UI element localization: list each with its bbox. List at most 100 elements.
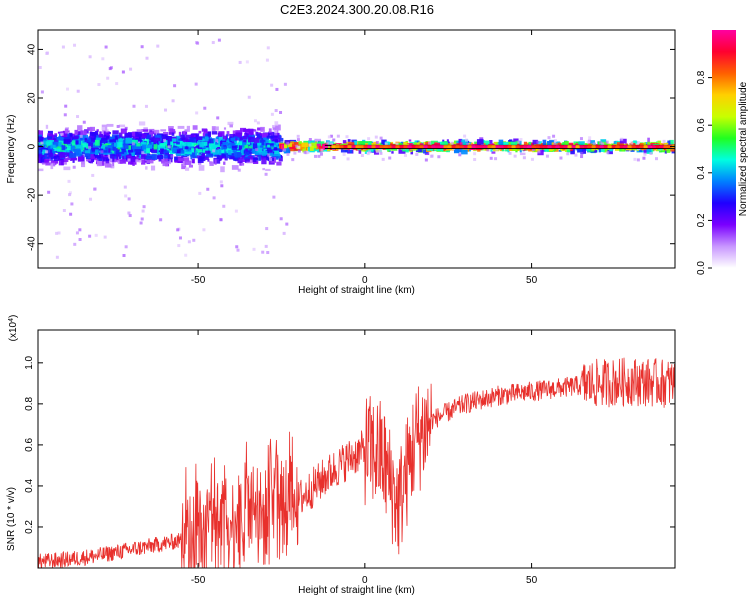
heatmap-cell xyxy=(171,99,175,103)
snr-x-tick-label: 50 xyxy=(526,575,538,586)
heatmap-cell xyxy=(554,148,557,152)
heatmap-cell xyxy=(643,145,648,149)
heatmap-cell xyxy=(270,135,278,142)
heatmap-cell xyxy=(257,127,262,131)
heatmap-cell xyxy=(66,130,70,133)
heatmap-cell xyxy=(89,197,93,201)
heatmap-cell xyxy=(345,135,349,139)
heatmap-cell xyxy=(77,125,83,131)
heatmap-cell xyxy=(342,140,347,144)
heatmap-cell xyxy=(106,76,110,80)
heatmap-cell xyxy=(216,136,224,142)
heatmap-cell xyxy=(106,131,111,135)
heatmap-cell xyxy=(178,131,182,137)
heatmap-cell xyxy=(261,156,268,160)
heatmap-cell xyxy=(274,109,278,113)
heatmap-cell xyxy=(667,145,672,149)
heatmap-cell xyxy=(342,152,346,156)
heatmap-cell xyxy=(95,149,99,155)
heatmap-cell xyxy=(82,143,89,148)
heatmap-cell xyxy=(162,160,169,167)
heatmap-cell xyxy=(122,143,129,150)
heatmap-cell xyxy=(145,155,153,159)
heatmap-cell xyxy=(456,140,461,144)
heatmap-cell xyxy=(319,145,325,152)
heatmap-cell xyxy=(131,131,138,137)
heatmap-x-axis-label: Height of straight line (km) xyxy=(298,285,415,296)
heatmap-cell xyxy=(63,147,69,153)
heatmap-cell xyxy=(647,145,652,149)
heatmap-cell xyxy=(141,159,146,165)
heatmap-cell xyxy=(274,147,278,151)
heatmap-cell xyxy=(431,145,436,149)
heatmap-cell xyxy=(257,147,263,153)
heatmap-cell xyxy=(202,145,207,149)
heatmap-cell xyxy=(154,134,162,141)
heatmap-cell xyxy=(474,141,478,145)
heatmap-cell xyxy=(84,149,91,154)
heatmap-cell xyxy=(633,157,637,161)
heatmap-cell xyxy=(128,151,134,155)
heatmap-cell xyxy=(428,141,436,145)
heatmap-cell xyxy=(103,235,107,239)
heatmap-cell xyxy=(76,115,80,119)
heatmap-cell xyxy=(135,136,142,142)
heatmap-cell xyxy=(329,134,333,138)
heatmap-cell xyxy=(55,255,59,259)
heatmap-cell xyxy=(259,139,265,146)
heatmap-cell xyxy=(282,148,286,152)
heatmap-cell xyxy=(87,149,94,155)
heatmap-cell xyxy=(79,149,84,152)
heatmap-cell xyxy=(229,133,236,140)
heatmap-cell xyxy=(579,145,584,149)
heatmap-cell xyxy=(212,144,218,148)
heatmap-cell xyxy=(145,166,148,170)
heatmap-y-tick-label: 40 xyxy=(27,43,38,55)
heatmap-cell xyxy=(231,165,239,170)
heatmap-x-tick-label: 0 xyxy=(362,275,368,286)
heatmap-cell xyxy=(275,139,279,143)
heatmap-cell xyxy=(260,126,265,132)
snr-x-tick-label: 0 xyxy=(362,575,368,586)
heatmap-cell xyxy=(48,134,54,137)
heatmap-cell xyxy=(160,143,166,147)
heatmap-cell xyxy=(283,144,290,149)
heatmap-cell xyxy=(236,248,240,252)
heatmap-cell xyxy=(491,145,496,149)
heatmap-cell xyxy=(266,251,270,255)
heatmap-cell xyxy=(220,184,224,188)
heatmap-cell xyxy=(255,148,259,152)
heatmap-cell xyxy=(103,131,109,136)
heatmap-cell xyxy=(517,140,521,144)
heatmap-cell xyxy=(664,149,668,154)
heatmap-cell xyxy=(112,146,117,151)
heatmap-cell xyxy=(506,141,513,145)
heatmap-cell xyxy=(456,147,462,153)
heatmap-y-tick-label: -20 xyxy=(27,187,38,202)
heatmap-cell xyxy=(107,144,114,150)
heatmap-cell xyxy=(82,120,86,124)
heatmap-cell xyxy=(275,144,280,149)
heatmap-cell xyxy=(174,149,181,154)
heatmap-cell xyxy=(140,217,144,221)
heatmap-cell xyxy=(531,145,536,149)
heatmap-cell xyxy=(486,148,490,152)
heatmap-cell xyxy=(75,140,79,145)
heatmap-cell xyxy=(265,168,271,172)
heatmap-cell xyxy=(140,141,147,146)
heatmap-cell xyxy=(643,142,646,146)
heatmap-cell xyxy=(335,145,340,149)
heatmap-cell xyxy=(224,140,230,144)
heatmap-cell xyxy=(219,180,223,184)
heatmap-cell xyxy=(215,139,219,143)
heatmap-cell xyxy=(379,145,384,149)
heatmap-cell xyxy=(296,134,300,138)
heatmap-cell xyxy=(43,156,50,159)
heatmap-cell xyxy=(267,144,270,151)
heatmap-cell xyxy=(272,124,277,129)
heatmap-cell xyxy=(563,145,568,149)
heatmap-cell xyxy=(169,128,174,133)
heatmap-cell xyxy=(243,128,251,133)
heatmap-cell xyxy=(168,131,172,135)
heatmap-cell xyxy=(181,163,187,170)
